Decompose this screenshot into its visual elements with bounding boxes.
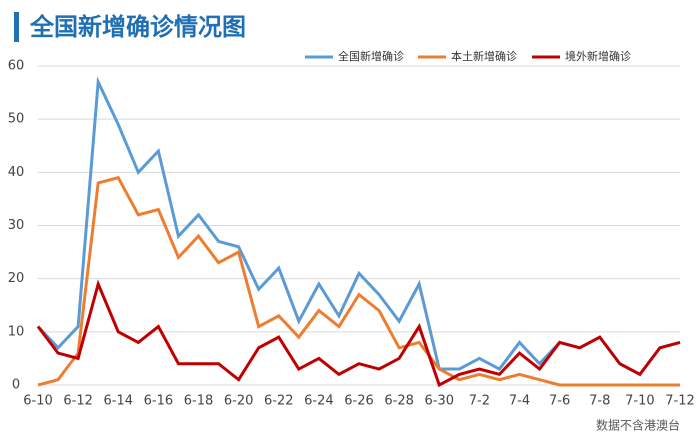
- x-tick-label: 6-30: [424, 394, 454, 409]
- y-tick-label: 0: [12, 378, 20, 393]
- y-tick-label: 60: [8, 59, 25, 74]
- legend-label: 境外新增确诊: [565, 49, 631, 63]
- y-tick-label: 40: [8, 165, 25, 180]
- x-tick-label: 6-26: [344, 394, 374, 409]
- x-tick-label: 6-14: [103, 394, 133, 409]
- chart-title: 全国新增确诊情况图: [29, 13, 246, 41]
- x-tick-label: 6-18: [184, 394, 214, 409]
- x-tick-label: 6-10: [23, 394, 53, 409]
- legend-label: 本土新增确诊: [451, 49, 517, 63]
- x-tick-label: 7-8: [589, 394, 610, 409]
- note: 数据不含港澳台: [596, 418, 680, 433]
- y-tick-label: 50: [8, 112, 25, 127]
- x-tick-label: 7-6: [549, 394, 570, 409]
- legend-label: 全国新增确诊: [338, 49, 404, 63]
- series-line: [36, 279, 681, 388]
- x-tick-label: 6-24: [304, 394, 334, 409]
- title-accent: [14, 12, 19, 42]
- x-tick-label: 6-22: [264, 394, 294, 409]
- y-tick-label: 30: [8, 218, 25, 233]
- x-tick-label: 7-10: [625, 394, 655, 409]
- y-tick-label: 20: [8, 271, 25, 286]
- x-tick-label: 7-2: [469, 394, 490, 409]
- x-tick-label: 7-4: [509, 394, 530, 409]
- x-tick-label: 6-12: [63, 394, 93, 409]
- x-tick-label: 6-28: [384, 394, 414, 409]
- series-line: [37, 175, 680, 387]
- y-tick-label: 10: [8, 324, 25, 339]
- x-tick-label: 6-16: [144, 394, 174, 409]
- x-tick-label: 7-12: [665, 394, 695, 409]
- x-tick-label: 6-20: [224, 394, 254, 409]
